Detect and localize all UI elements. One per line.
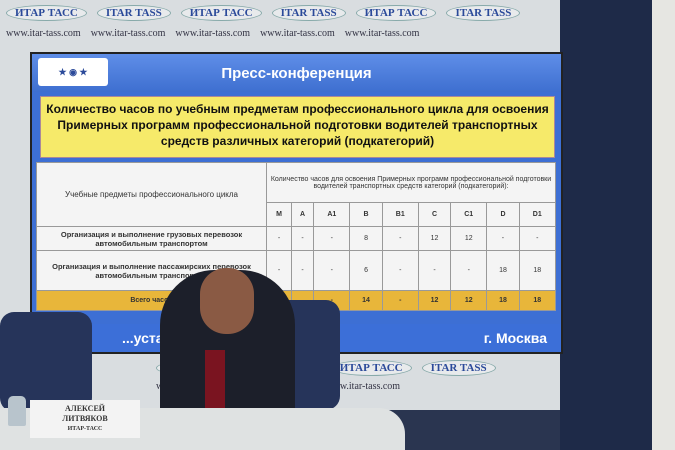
itar-tass-url: www.itar-tass.com — [6, 27, 81, 39]
white-wall — [652, 0, 675, 450]
value-cell: 8 — [349, 226, 383, 251]
category-cell: B — [349, 202, 383, 227]
value-cell: - — [313, 226, 351, 251]
logo-strip: ИТАР ТАСС ITAR TASS ИТАР ТАСС ITAR TASS ИТАР… — [0, 0, 600, 50]
value-cell: 18 — [518, 250, 557, 291]
total-cell: 18 — [486, 290, 520, 311]
subject-header: Учебные предметы профессионального цикла — [36, 162, 267, 227]
itar-tass-logo: ITAR TASS — [446, 5, 521, 21]
value-cell: - — [450, 250, 488, 291]
category-cell: A1 — [313, 202, 351, 227]
value-cell: 12 — [450, 226, 488, 251]
value-cell: 6 — [349, 250, 383, 291]
slide-city: г. Москва — [483, 330, 547, 346]
value-cell: - — [290, 226, 315, 251]
itar-tass-url: www.itar-tass.com — [260, 27, 335, 39]
itar-tass-logo: ИТАР ТАСС — [6, 5, 87, 21]
hours-table: Учебные предметы профессионального цикла… — [36, 162, 557, 311]
itar-tass-logo: ITAR TASS — [421, 360, 496, 376]
itar-tass-logo: ITAR TASS — [96, 5, 171, 21]
value-cell: - — [381, 250, 419, 291]
water-bottle — [8, 396, 26, 426]
hours-header: Количество часов для освоения Примерных … — [266, 162, 556, 203]
table-row: Организация и выполнение пассажирских пе… — [36, 250, 557, 291]
value-cell: - — [381, 226, 419, 251]
category-cell: M — [266, 202, 292, 227]
itar-tass-url: www.itar-tass.com — [90, 27, 166, 39]
category-cell: D1 — [518, 202, 557, 227]
nameplate-org: ИТАР-ТАСС — [67, 426, 103, 432]
value-cell: - — [518, 226, 557, 251]
category-row: M A A1 B B1 C C1 D D1 — [37, 202, 557, 227]
category-cell: C — [417, 202, 452, 227]
value-cell: 12 — [417, 226, 452, 251]
row-subject: Организация и выполнение грузовых перево… — [36, 226, 267, 251]
dark-wall-panel — [560, 0, 655, 450]
value-cell: - — [313, 250, 351, 291]
slide-title: Количество часов по учебным предметам пр… — [40, 96, 555, 158]
category-cell: D — [486, 202, 520, 227]
itar-tass-logo: ITAR TASS — [271, 5, 346, 21]
category-cell: C1 — [450, 202, 488, 227]
slide-header: ★ ◉ ★ Пресс-конференция — [32, 54, 561, 92]
slide-header-text: Пресс-конференция — [221, 64, 372, 82]
itar-tass-url: www.itar-tass.com — [175, 27, 251, 39]
value-cell: - — [417, 250, 452, 291]
value-cell: - — [266, 226, 292, 251]
speaker-tie — [205, 350, 225, 420]
category-cell: A — [290, 202, 315, 227]
url-row: www.itar-tass.com www.itar-tass.com www.it… — [6, 23, 594, 43]
category-cell: B1 — [381, 202, 419, 227]
emblem-logo: ★ ◉ ★ — [38, 58, 108, 86]
itar-tass-logo: ИТАР ТАСС — [180, 5, 262, 21]
logo-row: ИТАР ТАСС ITAR TASS ИТАР ТАСС ITAR TASS ИТАР… — [6, 3, 594, 23]
itar-tass-logo: ИТАР ТАСС — [330, 360, 412, 376]
nameplate: АЛЕКСЕЙ ЛИТВЯКОВ ИТАР-ТАСС — [30, 400, 140, 438]
itar-tass-url: www.itar-tass.com — [344, 27, 420, 39]
presentation-screen: ★ ◉ ★ Пресс-конференция Количество часов… — [30, 52, 563, 354]
value-cell: - — [290, 250, 315, 291]
total-cell: 18 — [518, 290, 557, 311]
itar-tass-url: www.itar-tass.com — [325, 380, 401, 392]
total-cell: 12 — [450, 290, 488, 311]
value-cell: 18 — [486, 250, 520, 291]
speaker-head — [200, 268, 254, 334]
table-header-row: Учебные предметы профессионального цикла… — [36, 162, 556, 227]
nameplate-first-name: АЛЕКСЕЙ — [64, 404, 105, 413]
nameplate-last-name: ЛИТВЯКОВ — [62, 414, 108, 423]
itar-tass-logo: ИТАР ТАСС — [355, 5, 437, 21]
total-cell: - — [381, 290, 419, 311]
total-cell: 14 — [349, 290, 383, 311]
table-row: Организация и выполнение грузовых перево… — [36, 226, 557, 251]
total-cell: 12 — [417, 290, 452, 311]
value-cell: - — [486, 226, 520, 251]
chair — [0, 312, 92, 412]
